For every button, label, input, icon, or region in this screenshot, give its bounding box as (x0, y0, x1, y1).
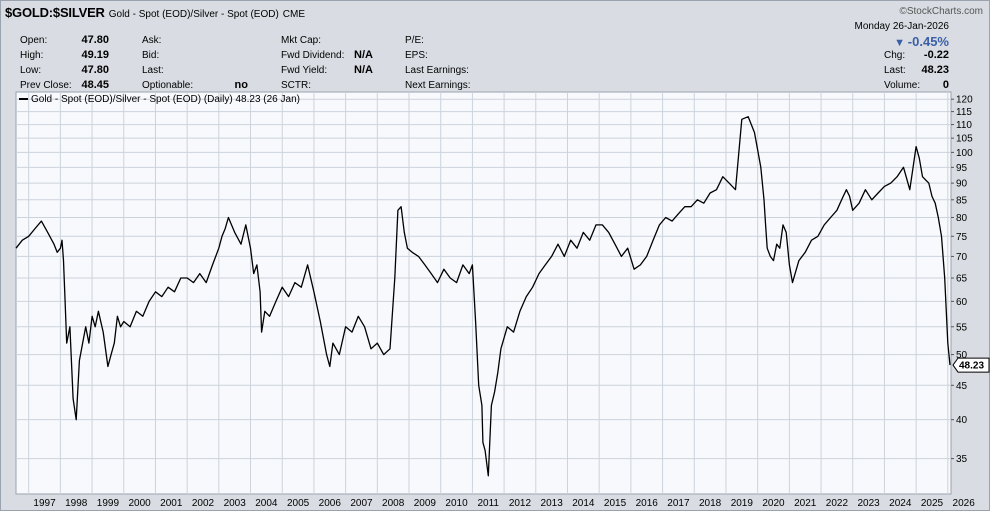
fwd-yield-value: N/A (354, 64, 373, 76)
x-tick-label: 2000 (128, 498, 151, 509)
x-tick-label: 2021 (794, 498, 817, 509)
volume-value: 0 (942, 79, 949, 91)
grid-lines (16, 92, 951, 494)
x-tick-label: 2002 (192, 498, 215, 509)
x-tick-label: 2019 (731, 498, 754, 509)
low-label: Low: (20, 65, 42, 76)
y-tick-label: 35 (956, 454, 968, 465)
x-tick-label: 1997 (33, 498, 56, 509)
open-value: 47.80 (81, 34, 109, 46)
y-tick-label: 75 (956, 232, 968, 243)
change-label: Chg: (884, 50, 906, 61)
mkt-cap-label: Mkt Cap: (281, 35, 322, 46)
x-tick-label: 2013 (541, 498, 564, 509)
y-tick-label: 105 (956, 134, 973, 145)
x-tick-label: 2004 (255, 498, 278, 509)
ask-label: Ask: (142, 35, 162, 46)
ticker-symbol[interactable]: $GOLD:$SILVER (5, 5, 105, 20)
optionable-label: Optionable: (142, 80, 194, 91)
last-value-label: 48.23 (959, 361, 984, 372)
x-tick-label: 2023 (857, 498, 880, 509)
x-tick-label: 1998 (65, 498, 88, 509)
y-tick-label: 60 (956, 297, 968, 308)
x-tick-label: 2008 (382, 498, 405, 509)
next-earnings-label: Next Earnings: (405, 80, 471, 91)
y-tick-label: 65 (956, 274, 968, 285)
prev-close-label: Prev Close: (20, 80, 72, 91)
eps-label: EPS: (405, 50, 428, 61)
last-earnings-label: Last Earnings: (405, 65, 469, 76)
y-tick-label: 100 (956, 148, 973, 159)
last-label: Last: (142, 65, 164, 76)
x-tick-label: 1999 (97, 498, 120, 509)
x-tick-label: 2017 (667, 498, 690, 509)
y-tick-label: 50 (956, 350, 968, 361)
stockcharts-watermark[interactable]: ©StockCharts.com (899, 6, 983, 17)
fwd-dividend-label: Fwd Dividend: (281, 50, 345, 61)
y-tick-label: 55 (956, 322, 968, 333)
x-tick-label: 2005 (287, 498, 310, 509)
legend-text: Gold - Spot (EOD)/Silver - Spot (EOD) (D… (31, 94, 300, 105)
y-tick-label: 110 (956, 120, 972, 131)
pe-label: P/E: (405, 35, 424, 46)
x-tick-label: 2010 (445, 498, 468, 509)
last-price-label: Last: (884, 65, 906, 76)
y-tick-label: 90 (956, 179, 968, 190)
ticker-description: Gold - Spot (EOD)/Silver - Spot (EOD) (108, 9, 279, 20)
x-tick-label: 2022 (826, 498, 849, 509)
y-tick-label: 115 (956, 107, 972, 118)
open-label: Open: (20, 35, 48, 46)
x-tick-label: 2001 (160, 498, 183, 509)
price-series-line[interactable] (15, 116, 951, 477)
last-value-marker: 48.23 (952, 357, 990, 373)
y-tick-label: 80 (956, 213, 968, 224)
y-tick-label: 70 (956, 252, 968, 263)
y-tick-label: 45 (956, 381, 968, 392)
sctr-label: SCTR: (281, 80, 311, 91)
plot-area (15, 91, 952, 495)
low-value: 47.80 (81, 64, 109, 76)
x-tick-label: 2024 (889, 498, 912, 509)
x-tick-label: 2011 (477, 498, 499, 509)
down-arrow-icon: ▼ (894, 37, 906, 49)
change-percent-value: -0.45% (907, 34, 949, 49)
y-tick-label: 85 (956, 195, 968, 206)
quote-date: Monday 26-Jan-2026 (854, 21, 949, 32)
x-tick-label: 2025 (921, 498, 944, 509)
y-axis-ticks: 35 40 45 50 55 60 65 70 75 80 85 90 95 100 105 110 11512… (951, 95, 973, 465)
chart-header: $GOLD:$SILVER Gold - Spot (EOD)/Silver - … (5, 4, 305, 20)
prev-close-value: 48.45 (81, 79, 109, 91)
fwd-dividend-value: N/A (354, 49, 373, 61)
exchange-label: CME (282, 9, 306, 20)
last-price-value: 48.23 (921, 64, 949, 76)
x-tick-label: 2018 (699, 498, 722, 509)
last-value-box (952, 357, 990, 373)
x-tick-label: 2015 (604, 498, 627, 509)
x-tick-label: 2014 (572, 498, 595, 509)
y-tick-label: 95 (956, 163, 968, 174)
y-tick-label: 120 (956, 95, 973, 106)
x-tick-label: 2007 (350, 498, 373, 509)
change-value: -0.22 (923, 49, 949, 61)
x-tick-label: 2003 (224, 498, 247, 509)
x-tick-label: 2016 (636, 498, 659, 509)
optionable-value: no (234, 79, 248, 91)
x-axis-ticks: 1997 1998 1999 2000 2001 2002 2003 2004 2005 2006… (33, 498, 975, 509)
x-tick-label: 2020 (762, 498, 785, 509)
x-tick-label: 2026 (953, 498, 976, 509)
volume-label: Volume: (884, 80, 921, 91)
legend: Gold - Spot (EOD)/Silver - Spot (EOD) (D… (19, 94, 300, 105)
bid-label: Bid: (142, 50, 160, 61)
change-percent: ▼ -0.45% (894, 34, 949, 49)
high-value: 49.19 (81, 49, 109, 61)
x-tick-label: 2006 (319, 498, 342, 509)
high-label: High: (20, 50, 44, 61)
fwd-yield-label: Fwd Yield: (281, 65, 328, 76)
y-tick-label: 40 (956, 415, 968, 426)
x-tick-label: 2009 (414, 498, 437, 509)
x-tick-label: 2012 (509, 498, 532, 509)
